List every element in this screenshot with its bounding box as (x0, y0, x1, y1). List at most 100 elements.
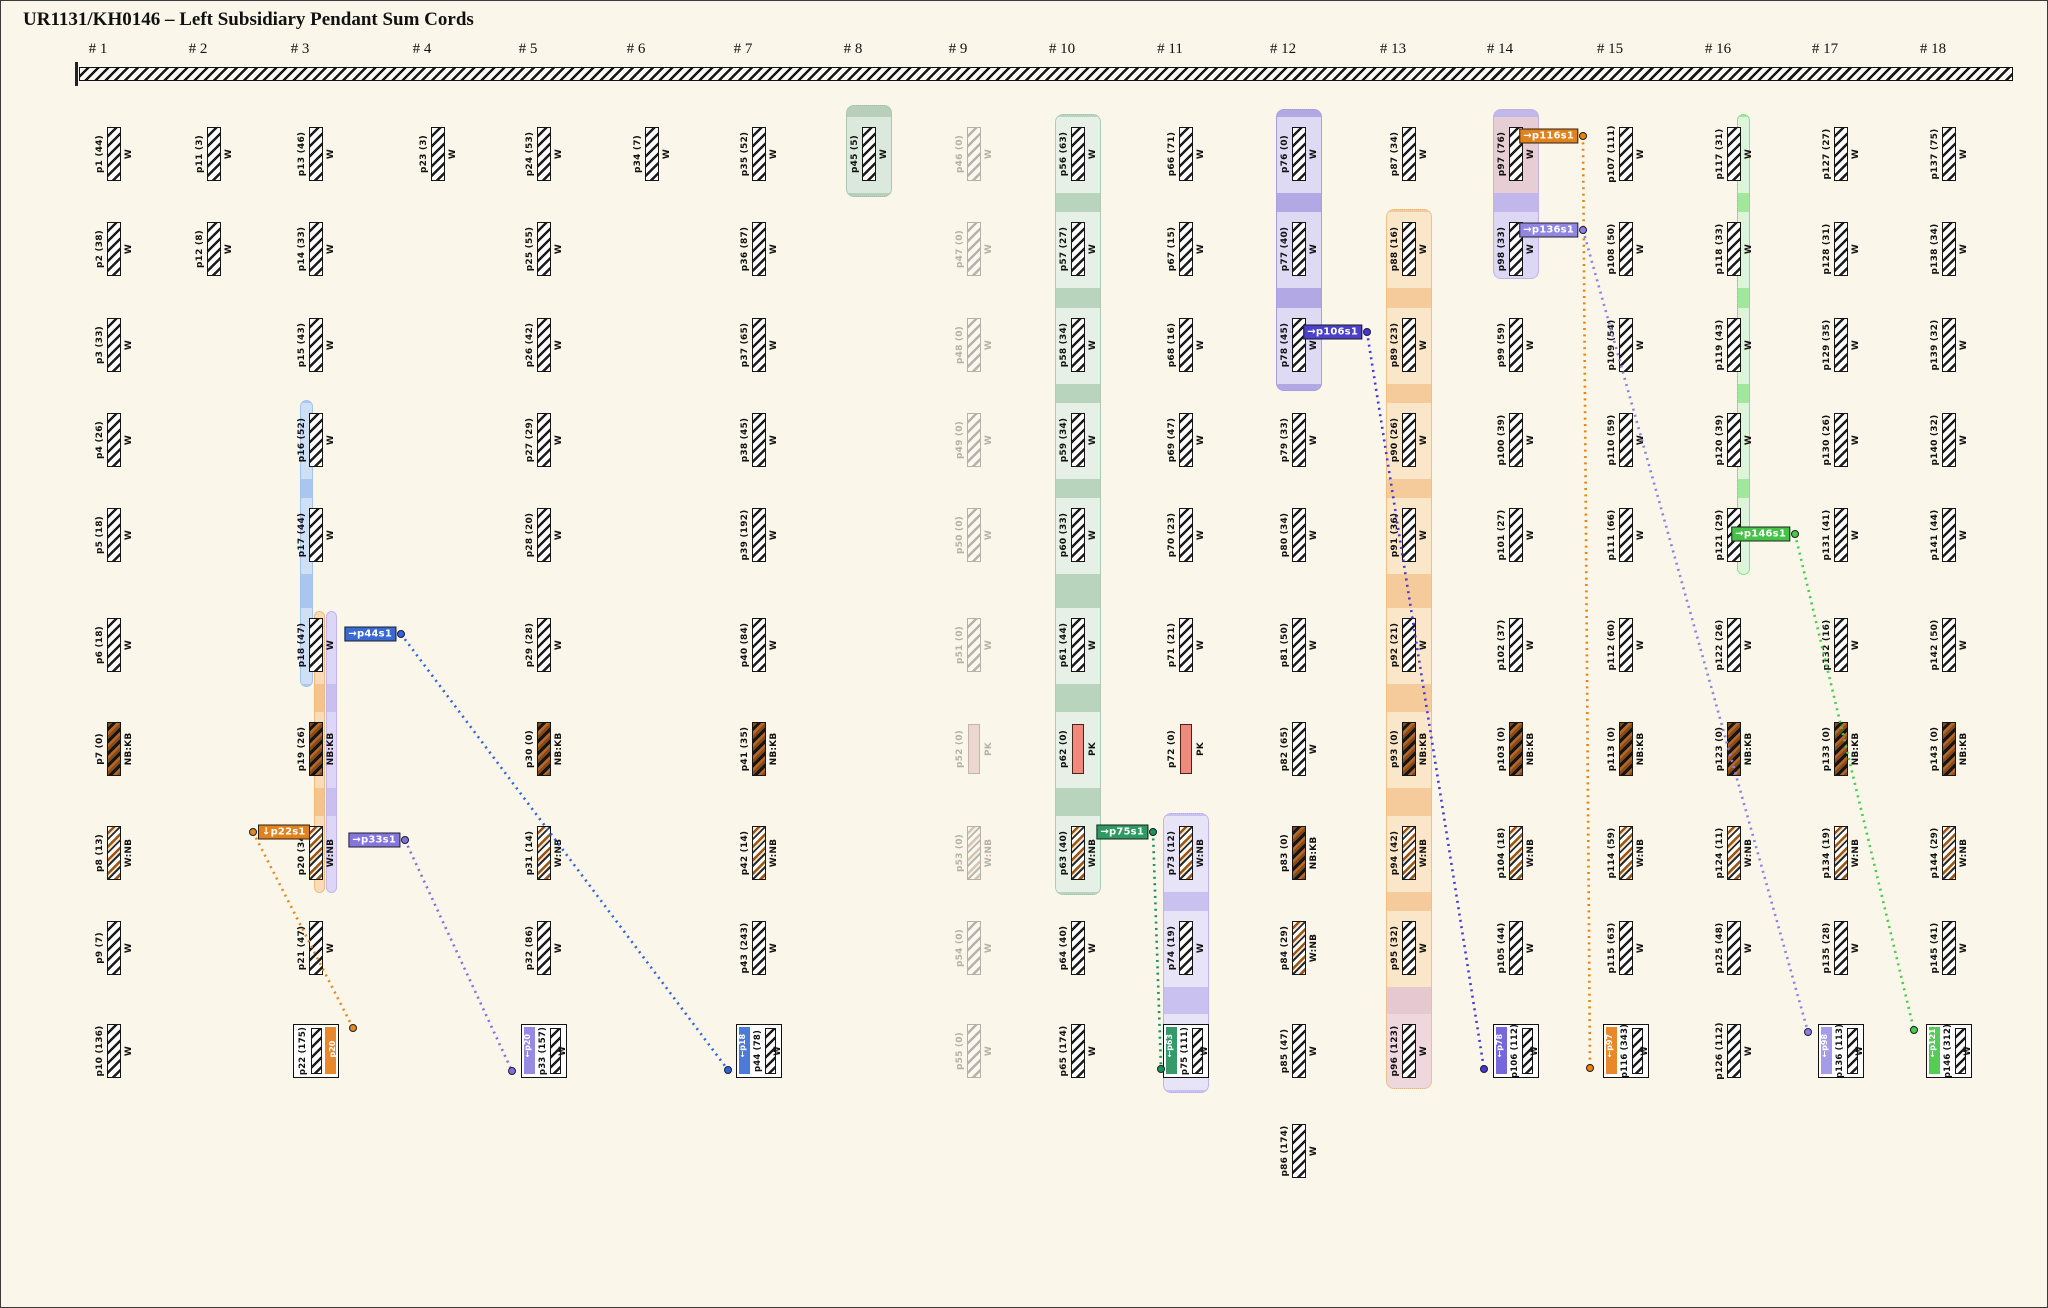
cord-label-p114: p114 (59) (1607, 827, 1617, 879)
cord-icon-p87 (1402, 127, 1416, 181)
cord-label-p17: p17 (44) (297, 512, 307, 558)
cord-icon-p41 (752, 722, 766, 776)
cord-label-p74: p74 (19) (1167, 925, 1177, 971)
cord-icon-p108 (1619, 222, 1633, 276)
band-gap-segment (1387, 987, 1431, 1014)
cord-icon-p60 (1071, 508, 1085, 562)
cord-icon-p57 (1071, 222, 1085, 276)
cord-label-p21: p21 (47) (297, 925, 307, 971)
cord-label-p141: p141 (44) (1930, 509, 1940, 561)
cord-label-p138: p138 (34) (1930, 223, 1940, 275)
cord-icon-p52 (968, 724, 980, 774)
cord-label-p108: p108 (50) (1607, 223, 1617, 275)
cord-label-p94: p94 (42) (1390, 830, 1400, 876)
cord-label-p96: p96 (123) (1390, 1025, 1400, 1077)
cord-label-p73: p73 (12) (1167, 830, 1177, 876)
cord-icon-p123 (1727, 722, 1741, 776)
cord-type-p118: W (1744, 243, 1754, 255)
cord-label-p31: p31 (14) (525, 830, 535, 876)
cord-type-p113: NB:KB (1636, 732, 1646, 766)
cord-label-p93: p93 (0) (1390, 730, 1400, 768)
cord-icon-p25 (537, 222, 551, 276)
cord-label-p125: p125 (48) (1715, 922, 1725, 974)
cord-type-p20: W:NB (326, 838, 336, 868)
sum-cord-box-p44: ←p18 p44 (78) W (736, 1024, 783, 1078)
cord-label-p139: p139 (32) (1930, 319, 1940, 371)
cord-type-p32: W (554, 942, 564, 954)
cord-label-p16: p16 (52) (297, 417, 307, 463)
cord-label-p30: p30 (0) (525, 730, 535, 768)
cord-label-p11: p11 (3) (195, 135, 205, 173)
sum-tag-strip-p116 (1606, 1027, 1617, 1074)
cord-label-p41: p41 (35) (740, 726, 750, 772)
sum-label-p33: p33 (157) (538, 1026, 548, 1076)
sum-link-dot-p75s1-end (1157, 1065, 1165, 1073)
sum-link-label-p33s1: →p33s1 (348, 832, 400, 848)
cord-icon-p88 (1402, 222, 1416, 276)
sum-link-dot-p136s1-start (1579, 226, 1587, 234)
cord-icon-p51 (967, 618, 981, 672)
cord-label-p83: p83 (0) (1280, 834, 1290, 872)
cord-label-p145: p145 (41) (1930, 922, 1940, 974)
cord-type-p127: W (1851, 148, 1861, 160)
cord-label-p10: p10 (136) (95, 1025, 105, 1077)
cord-type-p138: W (1959, 243, 1969, 255)
cord-type-p134: W:NB (1851, 838, 1861, 868)
cord-icon-p40 (752, 618, 766, 672)
sum-link-label-p44s1: →p44s1 (344, 626, 396, 642)
sum-link-dot-p106s1-start (1363, 328, 1371, 336)
cord-type-p31: W:NB (554, 838, 564, 868)
cord-icon-p92 (1402, 618, 1416, 672)
primary-cord-end-knot (75, 62, 78, 86)
cord-label-p128: p128 (31) (1822, 223, 1832, 275)
sum-tag-strip-p75 (1166, 1027, 1177, 1074)
cord-icon-p71 (1179, 618, 1193, 672)
cord-icon-p124 (1727, 826, 1741, 880)
cord-icon-p55 (967, 1024, 981, 1078)
sum-type-p116: W (1640, 1046, 1650, 1056)
sum-label-p106: p106 (112) (1510, 1023, 1520, 1079)
cord-label-p54: p54 (0) (955, 929, 965, 967)
cord-type-p125: W (1744, 942, 1754, 954)
cord-label-p9: p9 (7) (95, 932, 105, 964)
column-header-1: # 1 (88, 41, 108, 57)
cord-icon-p96 (1402, 1024, 1416, 1078)
cord-type-p107: W (1636, 148, 1646, 160)
cord-label-p26: p26 (42) (525, 322, 535, 368)
column-header-16: # 16 (1704, 41, 1732, 57)
cord-type-p51: W (984, 639, 994, 651)
cord-label-p81: p81 (50) (1280, 622, 1290, 668)
cord-type-p96: W (1419, 1045, 1429, 1057)
cord-type-p120: W (1744, 434, 1754, 446)
cord-label-p7: p7 (0) (95, 733, 105, 765)
cord-type-p103: NB:KB (1526, 732, 1536, 766)
cord-type-p117: W (1744, 148, 1754, 160)
cord-icon-p28 (537, 508, 551, 562)
cord-icon-p8 (107, 826, 121, 880)
cord-label-p32: p32 (86) (525, 925, 535, 971)
cord-type-p24: W (554, 148, 564, 160)
band-row-segment (1738, 117, 1749, 193)
cord-icon-p13 (309, 127, 323, 181)
cord-type-p28: W (554, 529, 564, 541)
cord-type-p45: W (879, 148, 889, 160)
cord-icon-p23 (431, 127, 445, 181)
cord-label-p82: p82 (65) (1280, 726, 1290, 772)
cord-label-p42: p42 (14) (740, 830, 750, 876)
sum-cord-icon-p75 (1192, 1028, 1203, 1074)
cord-label-p40: p40 (84) (740, 622, 750, 668)
cord-type-p50: W (984, 529, 994, 541)
cord-icon-p38 (752, 413, 766, 467)
cord-icon-p144 (1942, 826, 1956, 880)
cord-icon-p114 (1619, 826, 1633, 880)
sum-type-p75: W (1200, 1046, 1210, 1056)
cord-type-p15: W (326, 339, 336, 351)
cord-type-p25: W (554, 243, 564, 255)
cord-label-p91: p91 (36) (1390, 512, 1400, 558)
sum-tag-label-p146: ←p121 (1928, 1028, 1937, 1057)
cord-label-p115: p115 (63) (1607, 922, 1617, 974)
sum-cord-box-p106: ←p78 p106 (112) W (1493, 1023, 1540, 1079)
cord-type-p90: W (1419, 434, 1429, 446)
cord-type-p17: W (326, 529, 336, 541)
cord-icon-p24 (537, 127, 551, 181)
